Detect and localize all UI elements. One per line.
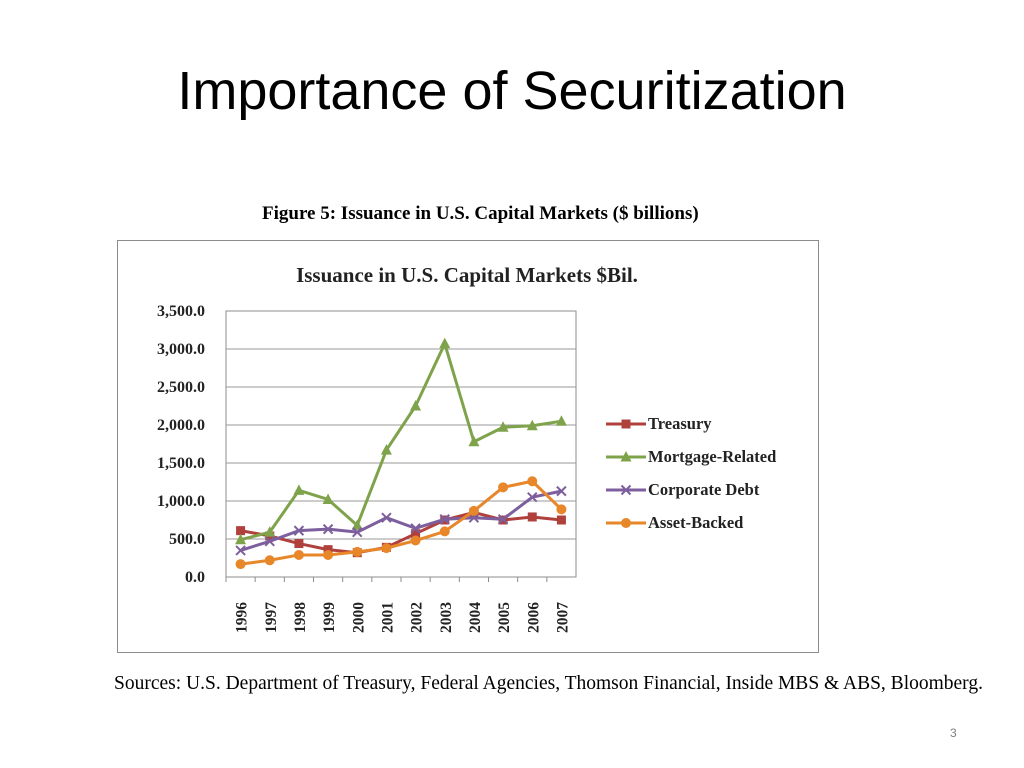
legend-entry: Treasury (606, 414, 712, 433)
legend-entry: Asset-Backed (606, 513, 743, 532)
data-point-square (621, 419, 631, 429)
data-point-triangle (322, 493, 334, 504)
gridlines (226, 348, 576, 540)
data-point-circle (439, 526, 450, 537)
y-tick-label: 1,000.0 (157, 493, 205, 510)
sources-note: Sources: U.S. Department of Treasury, Fe… (114, 673, 983, 694)
x-tick-label: 2004 (467, 602, 484, 633)
x-tick-label: 2000 (350, 602, 367, 633)
data-point-circle (264, 555, 275, 566)
data-point-triangle (351, 519, 363, 530)
x-tick-label: 1998 (292, 602, 309, 633)
data-point-triangle (380, 444, 392, 455)
data-point-circle (352, 546, 363, 557)
data-point-circle (235, 559, 246, 570)
data-point-triangle (555, 415, 567, 426)
y-tick-label: 1,500.0 (157, 455, 205, 472)
legend-label: Corporate Debt (648, 480, 760, 499)
series-mortgage-related (235, 337, 567, 545)
y-axis-ticks: 0.0 500.0 1,000.0 1,500.0 2,000.0 2,500.0 3,00… (157, 303, 205, 586)
series-line (240, 342, 562, 542)
y-tick-label: 2,000.0 (157, 417, 205, 434)
data-point-triangle (526, 419, 538, 431)
data-point-circle (323, 549, 334, 560)
data-point-triangle (468, 435, 480, 447)
x-axis-ticks: 1996 1997 1998 1999 2000 2001 2002 2003 2004 2005… (225, 577, 571, 633)
slide-title: Importance of Securitization (177, 61, 847, 121)
data-point-circle (498, 482, 509, 493)
data-point-triangle (264, 526, 276, 537)
x-tick-label: 1997 (263, 602, 280, 633)
data-point-x (322, 523, 334, 535)
y-tick-label: 3,500.0 (157, 303, 205, 320)
x-tick-label: 1999 (321, 602, 338, 633)
figure-caption: Figure 5: Issuance in U.S. Capital Marke… (262, 203, 699, 224)
data-point-x (556, 485, 567, 497)
data-point-x (410, 523, 421, 534)
data-point-x (235, 545, 246, 556)
data-point-circle (527, 476, 538, 487)
x-tick-label: 1996 (234, 602, 251, 633)
data-point-x (527, 491, 538, 503)
x-tick-label: 2002 (409, 602, 426, 633)
legend-label: Asset-Backed (648, 513, 743, 532)
x-tick-label: 2001 (379, 602, 396, 633)
legend-label: Mortgage-Related (648, 447, 776, 466)
series-corporate-debt (235, 485, 567, 556)
y-tick-label: 2,500.0 (157, 379, 205, 396)
legend-entry: Mortgage-Related (606, 447, 776, 466)
data-point-circle (556, 504, 567, 515)
x-tick-label: 2003 (438, 602, 455, 633)
legend-entry: Corporate Debt (606, 480, 760, 499)
data-point-square (323, 545, 333, 555)
legend-label: Treasury (648, 414, 712, 433)
y-tick-label: 0.0 (185, 569, 205, 586)
data-point-x (497, 514, 509, 525)
x-tick-label: 2006 (525, 602, 542, 633)
data-point-x (381, 512, 392, 523)
legend: Treasury Mortgage-Related Corporate Debt As… (606, 414, 776, 532)
data-point-circle (410, 535, 421, 546)
series-lines (235, 337, 567, 570)
data-point-circle (293, 549, 304, 560)
data-point-triangle (620, 451, 632, 462)
page-number: 3 (950, 726, 957, 740)
series-treasury (236, 507, 566, 558)
x-tick-label: 2007 (554, 602, 571, 633)
data-point-square (556, 515, 566, 525)
data-point-x (352, 526, 363, 538)
data-point-circle (381, 543, 392, 554)
series-asset-backed (235, 476, 567, 570)
y-tick-label: 500.0 (169, 531, 205, 548)
data-point-x (264, 536, 275, 547)
data-point-triangle (410, 400, 422, 411)
data-point-triangle (497, 421, 509, 432)
chart-title: Issuance in U.S. Capital Markets $Bil. (296, 263, 638, 287)
data-point-triangle (439, 337, 451, 349)
data-point-circle (468, 505, 479, 516)
data-point-square (294, 539, 304, 549)
x-tick-label: 2005 (496, 602, 513, 633)
data-point-square (527, 512, 537, 522)
data-point-x (293, 525, 305, 536)
data-point-x (620, 484, 632, 496)
y-tick-label: 3,000.0 (157, 341, 205, 358)
data-point-triangle (235, 533, 247, 545)
data-point-square (411, 529, 421, 539)
chart-frame (117, 240, 819, 653)
data-point-square (236, 526, 246, 536)
data-point-circle (621, 518, 631, 528)
data-point-triangle (293, 484, 305, 495)
data-point-x (439, 514, 450, 525)
series-line (240, 510, 562, 555)
